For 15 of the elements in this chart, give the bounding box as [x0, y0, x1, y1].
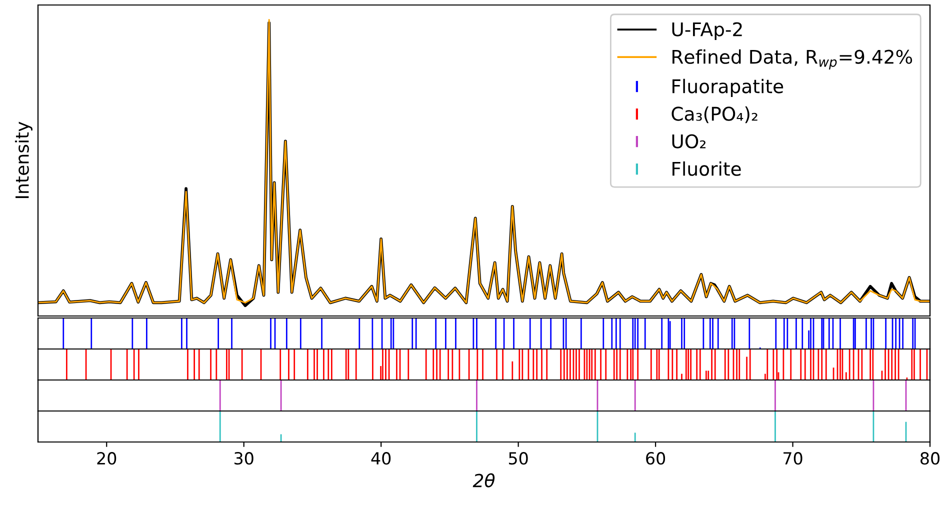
legend-label: Ca₃(PO₄)₂: [672, 106, 758, 124]
x-tick-label: 20: [97, 452, 116, 465]
x-tick-label: 80: [920, 452, 940, 465]
legend-label: Fluorite: [672, 161, 741, 176]
x-tick-label: 70: [784, 452, 802, 465]
x-axis-title: 2θ: [472, 473, 495, 488]
legend-label: U-FAp-2: [672, 22, 742, 40]
y-axis-title: Intensity: [14, 122, 32, 198]
legend-label: Refined Data, R$_{wp}$=9.42%: [672, 49, 912, 70]
legend-label: Fluorapatite: [672, 78, 784, 97]
legend-label: UO₂: [672, 134, 706, 148]
x-tick-label: 60: [646, 452, 666, 465]
x-tick-label: 50: [508, 452, 528, 465]
x-tick-label: 30: [234, 452, 254, 465]
x-tick-label: 40: [371, 452, 391, 465]
